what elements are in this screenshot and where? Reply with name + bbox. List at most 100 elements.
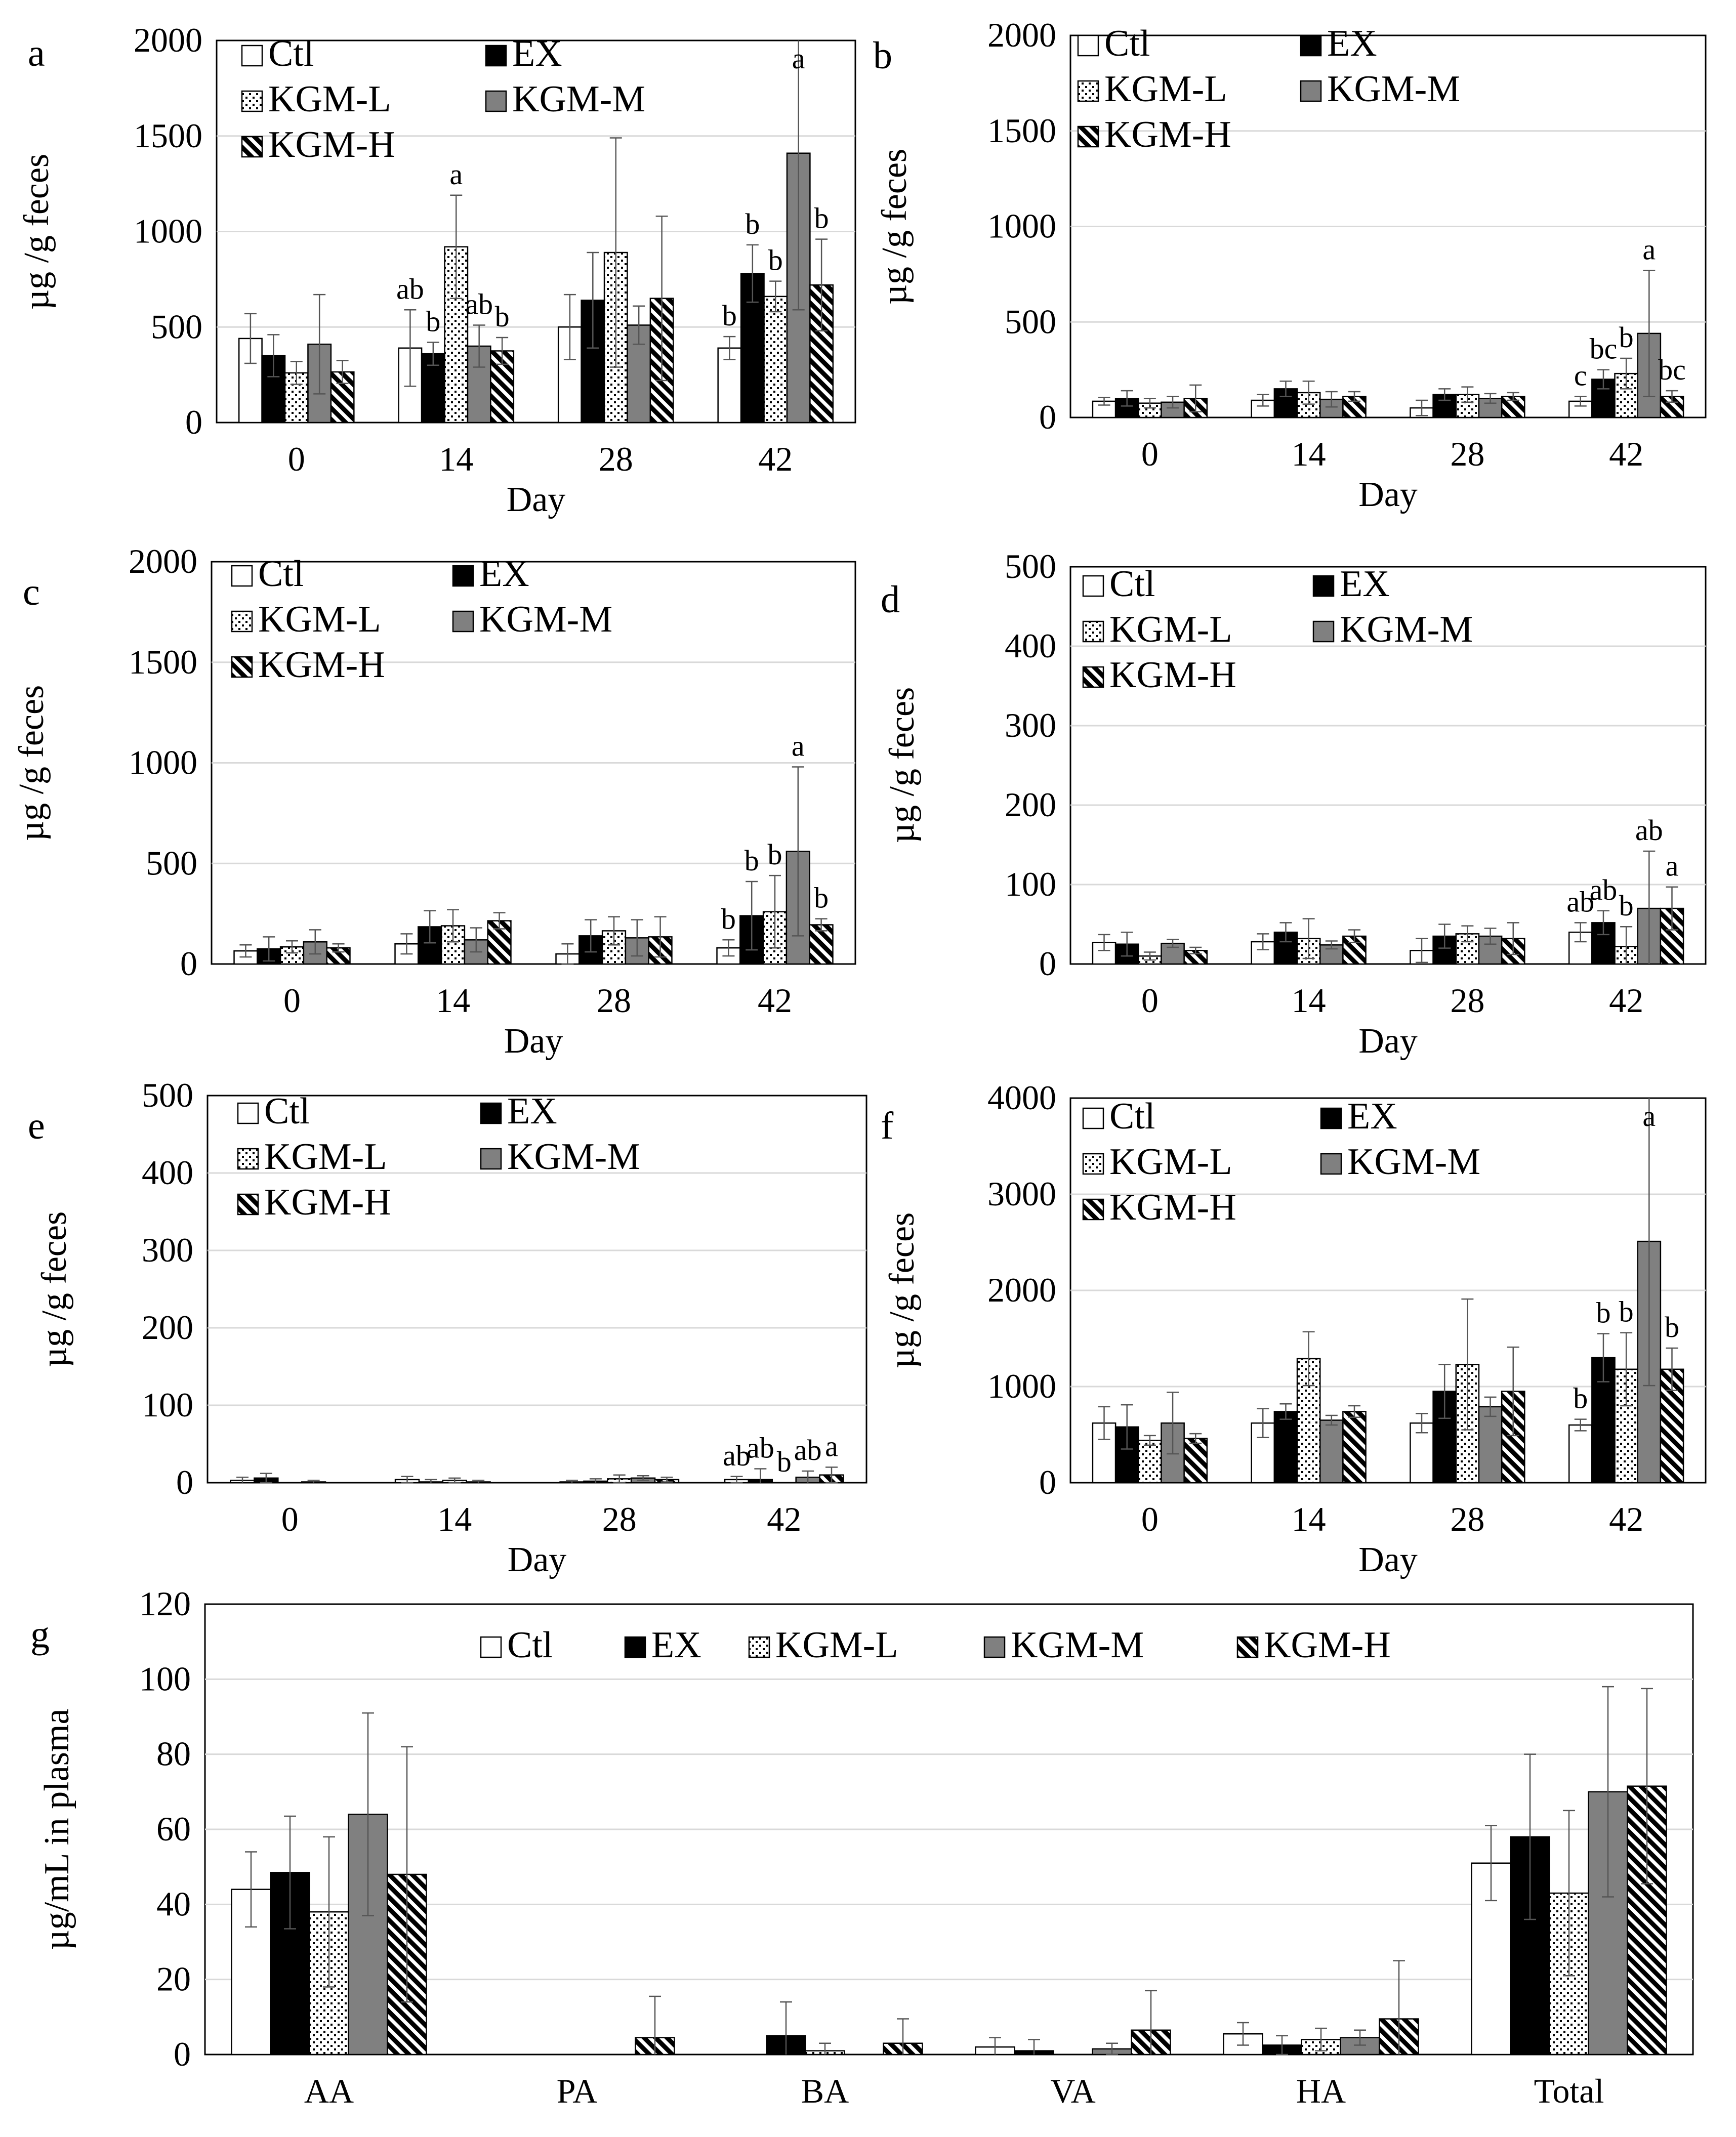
legend-swatch-kgm-l: [231, 610, 253, 633]
legend-label-kgm-l: KGM-L: [1104, 68, 1227, 110]
y-tick-label: 1000: [987, 207, 1056, 245]
legend-label-kgm-l: KGM-L: [264, 1136, 387, 1178]
significance-letter: b: [1619, 321, 1634, 354]
significance-letter: c: [1574, 359, 1587, 392]
x-tick-label: 14: [437, 1500, 472, 1538]
y-tick-label: 200: [142, 1308, 193, 1347]
significance-letter: b: [1665, 1311, 1679, 1344]
significance-letter: a: [1642, 233, 1656, 266]
legend-swatch-kgm-m: [1300, 80, 1322, 102]
legend-swatch-ctl: [241, 45, 263, 67]
legend-swatch-kgm-h: [237, 1193, 259, 1216]
legend-label-kgm-h: KGM-H: [258, 644, 385, 686]
y-tick-label: 2000: [134, 21, 202, 59]
legend-swatch-ctl: [1077, 34, 1099, 57]
y-tick-label: 1000: [129, 743, 197, 782]
panel-letter: f: [881, 1105, 894, 1147]
y-tick-label: 1500: [129, 643, 197, 681]
bar-kgm-m-28: [1478, 1406, 1503, 1484]
y-tick-label: 500: [151, 307, 202, 346]
significance-letter: b: [814, 202, 829, 235]
legend-label-kgm-h: KGM-H: [1104, 114, 1231, 155]
y-tick-label: 2000: [129, 542, 197, 580]
panel-letter: b: [873, 34, 892, 77]
legend-label-kgm-m: KGM-M: [479, 599, 612, 640]
y-tick-label: 0: [1039, 398, 1056, 436]
y-tick-label: 300: [142, 1231, 193, 1269]
x-tick-label: 42: [758, 440, 793, 478]
plot-frame: [1069, 566, 1707, 965]
legend-swatch-kgm-h: [1082, 1198, 1104, 1221]
y-tick-label: 100: [1005, 865, 1056, 903]
significance-letter: b: [1573, 1382, 1588, 1415]
legend-swatch-kgm-h: [231, 656, 253, 678]
y-tick-label: 1500: [987, 111, 1056, 150]
x-tick-label: 28: [599, 440, 633, 478]
legend-label-kgm-l: KGM-L: [775, 1624, 898, 1666]
x-tick-label: HA: [1296, 2072, 1346, 2110]
legend-label-ctl: Ctl: [1109, 1096, 1155, 1137]
y-tick-label: 80: [156, 1735, 191, 1773]
legend-label-ex: EX: [1347, 1096, 1397, 1137]
y-tick-label: 100: [142, 1386, 193, 1424]
legend-swatch-ctl: [237, 1102, 259, 1124]
legend-swatch-kgm-l: [237, 1148, 259, 1170]
y-tick-label: 3000: [987, 1175, 1056, 1213]
legend-swatch-kgm-m: [983, 1636, 1006, 1658]
y-axis-title: µg /g feces: [883, 687, 922, 844]
x-tick-label: BA: [801, 2072, 849, 2110]
legend-label-kgm-h: KGM-H: [268, 124, 395, 165]
x-tick-label: 0: [283, 981, 301, 1020]
y-tick-label: 2000: [987, 16, 1056, 54]
x-tick-label: 14: [1292, 981, 1326, 1020]
significance-letter: a: [449, 158, 463, 191]
significance-letter: bc: [1658, 353, 1686, 386]
significance-letter: ab: [794, 1434, 822, 1466]
x-tick-label: 14: [436, 981, 470, 1020]
legend-swatch-kgm-l: [1077, 80, 1099, 102]
significance-letter: b: [768, 838, 782, 871]
x-tick-label: 42: [1609, 435, 1643, 473]
panel-letter: c: [23, 571, 40, 613]
significance-letter: b: [777, 1445, 792, 1478]
y-axis-title: µg /g feces: [35, 1211, 74, 1368]
x-tick-label: 28: [602, 1500, 637, 1538]
y-tick-label: 0: [185, 403, 202, 441]
significance-letter: b: [768, 244, 783, 277]
x-tick-label: Total: [1534, 2072, 1604, 2110]
y-tick-label: 40: [156, 1884, 191, 1923]
panel-g: 0 20 40 60 80 100 120 AA PA BA VA HA Total µg/mL in p…: [30, 1584, 1694, 2110]
legend-label-kgm-m: KGM-M: [1011, 1624, 1144, 1666]
y-tick-label: 400: [142, 1153, 193, 1192]
y-tick-label: 0: [176, 1463, 193, 1501]
legend-label-kgm-h: KGM-H: [264, 1182, 391, 1223]
y-tick-label: 100: [139, 1659, 191, 1698]
x-axis-title: Day: [507, 480, 566, 519]
significance-letter: b: [745, 207, 760, 240]
legend-swatch-kgm-l: [1082, 1153, 1104, 1175]
legend-label-ex: EX: [507, 1091, 557, 1132]
plot-frame: [206, 1095, 867, 1484]
legend-swatch-ctl: [231, 565, 253, 587]
y-tick-label: 500: [1005, 547, 1056, 585]
legend-swatch-ctl: [1082, 1107, 1104, 1129]
x-axis-title: Day: [1358, 475, 1418, 514]
legend-label-ctl: Ctl: [1109, 563, 1155, 605]
significance-letter: ab: [396, 272, 424, 305]
legend-label-ex: EX: [512, 33, 562, 74]
panel-letter: a: [28, 32, 45, 74]
significance-letter: a: [825, 1430, 838, 1462]
y-tick-label: 0: [1039, 1463, 1056, 1501]
x-tick-label: 28: [597, 981, 631, 1020]
y-tick-label: 1000: [134, 212, 202, 250]
bar-kgm-m-14: [1319, 1419, 1344, 1484]
x-tick-label: 42: [767, 1500, 801, 1538]
bar-kgm-l-42: [763, 296, 788, 424]
y-tick-label: 300: [1005, 706, 1056, 744]
